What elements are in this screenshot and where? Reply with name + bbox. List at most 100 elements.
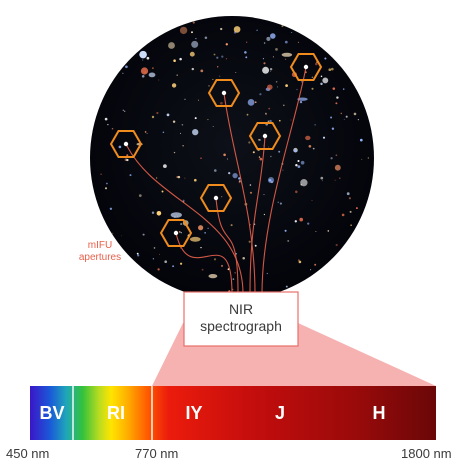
galaxy-dot <box>299 100 303 104</box>
galaxy-dot <box>322 136 326 139</box>
galaxy-dot <box>263 194 265 195</box>
galaxy-dot <box>259 157 263 161</box>
fiber-line <box>249 135 266 295</box>
galaxy-dot <box>221 196 223 198</box>
band-label-j: J <box>274 403 285 423</box>
galaxy-dot <box>192 128 199 136</box>
galaxy-dot <box>171 83 177 88</box>
fiber-line <box>175 232 233 295</box>
galaxy-dot <box>278 119 281 122</box>
galaxy-dot <box>220 101 223 105</box>
galaxy-dot <box>296 88 298 91</box>
galaxy-dot <box>191 40 199 48</box>
galaxy-dot <box>204 232 206 234</box>
galaxy-dot <box>200 246 202 249</box>
galaxy-dot <box>335 102 338 105</box>
galaxy-dot <box>258 156 261 158</box>
galaxy-dot <box>151 115 155 119</box>
galaxy-dot <box>191 31 193 34</box>
galaxy-dot <box>267 120 270 123</box>
galaxy-dot <box>179 26 188 35</box>
galaxy-dot <box>177 175 181 179</box>
galaxy-dot <box>265 112 267 115</box>
galaxy-dot <box>269 119 272 123</box>
galaxy-dot <box>297 159 300 163</box>
spectrograph-box <box>183 291 299 347</box>
galaxy-dot <box>136 252 139 255</box>
galaxy-dot <box>181 123 184 126</box>
galaxy-dot <box>192 21 195 24</box>
galaxy-dot <box>173 59 176 62</box>
galaxy-dot <box>268 107 271 110</box>
target-galaxy <box>123 141 129 147</box>
galaxy-dot <box>343 118 345 120</box>
galaxy-dot <box>100 173 102 175</box>
galaxy-dot <box>320 82 323 86</box>
target-galaxy <box>262 133 268 139</box>
galaxy-dot <box>212 78 214 80</box>
galaxy-dot <box>311 76 314 78</box>
galaxy-dot <box>111 127 114 130</box>
galaxy-dot <box>312 147 315 150</box>
galaxy-dot <box>275 81 278 83</box>
galaxy-dot <box>278 150 281 153</box>
galaxy-dot <box>249 184 252 186</box>
galaxy-dot <box>230 224 233 227</box>
fiber-bundle <box>125 66 307 295</box>
galaxy-dot <box>345 115 348 118</box>
galaxy-dot <box>330 157 333 160</box>
galaxy-dot <box>152 67 154 69</box>
galaxy-dot <box>214 169 217 172</box>
tick-label-770nm: 770 nm <box>135 446 179 461</box>
galaxy-dot <box>189 51 195 57</box>
galaxy-dot <box>193 178 197 182</box>
aperture-annotation-line1: mIFU <box>87 240 113 251</box>
galaxy-dot <box>126 154 129 157</box>
spectrograph-label-line2: spectrograph <box>200 318 282 334</box>
galaxy-dot <box>282 104 285 107</box>
fiber-line <box>223 92 256 295</box>
galaxy-dot <box>137 254 140 257</box>
galaxy-dot <box>221 55 224 58</box>
aperture-hexagon <box>248 122 282 150</box>
galaxy-dot <box>146 132 148 135</box>
target-galaxy <box>303 64 309 70</box>
galaxy-dot <box>122 109 124 111</box>
galaxy-dot <box>252 151 255 154</box>
galaxy-dot <box>120 235 122 237</box>
galaxy-dot <box>299 217 304 222</box>
galaxy-dot <box>258 138 260 141</box>
galaxy-dot <box>195 37 197 40</box>
galaxy-dot <box>359 138 363 142</box>
galaxy-dot <box>242 257 245 260</box>
galaxy-dot <box>152 258 155 260</box>
galaxy-dot <box>294 149 297 153</box>
galaxy-dot <box>125 65 128 69</box>
galaxy-dot <box>361 158 363 160</box>
galaxy-dot <box>284 229 287 232</box>
galaxy-dot <box>348 197 352 200</box>
galaxy-dot <box>281 25 284 28</box>
galaxy-dot <box>311 200 313 201</box>
galaxy-dot <box>157 268 160 271</box>
galaxy-dot <box>220 264 224 267</box>
band-label-h: H <box>372 403 386 423</box>
galaxy-dot <box>146 56 150 60</box>
galaxy-dot <box>246 41 248 43</box>
galaxy-dot <box>300 179 308 187</box>
galaxy-dot <box>287 239 290 242</box>
galaxy-dot <box>207 227 209 229</box>
galaxy-dot <box>335 154 338 157</box>
galaxy-dot <box>279 202 282 205</box>
tick-label-1800nm: 1800 nm <box>401 446 452 461</box>
galaxy-dot <box>268 178 272 182</box>
galaxy-dot <box>172 265 175 268</box>
spectrograph-label: NIR spectrograph <box>184 301 298 335</box>
galaxy-dot <box>142 59 144 61</box>
galaxy-ellipse <box>281 52 293 57</box>
galaxy-dot <box>328 68 332 72</box>
aperture-hexagon <box>109 130 143 158</box>
galaxy-dot <box>254 101 257 104</box>
galaxy-dot <box>269 67 273 71</box>
